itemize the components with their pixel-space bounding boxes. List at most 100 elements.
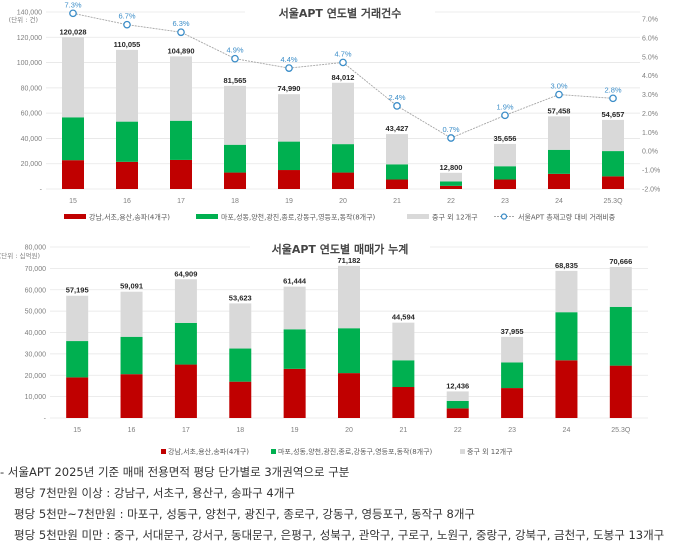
ratio-data-label: 3.0% <box>550 82 567 91</box>
total-data-label: 12,436 <box>446 381 469 390</box>
legend-label-tier1: 강남,서초,용산,송파(4개구) <box>168 447 249 456</box>
total-data-label: 37,955 <box>501 327 524 336</box>
x-tick-label: 16 <box>123 198 131 205</box>
legend-swatch-tier1 <box>64 214 86 219</box>
ratio-marker <box>69 9 77 18</box>
y-tick-label: 10,000 <box>25 394 47 401</box>
bar-segment-tier2 <box>501 362 524 389</box>
bars: 57,195 59,091 64,909 53,623 61,444 71,182 44,5… <box>66 256 632 418</box>
note-heading: - 서울APT 2025년 기준 매매 전용면적 평당 단가별로 3개권역으로 … <box>0 465 350 479</box>
bar-segment-tier1 <box>446 408 469 418</box>
bar-segment-tier2 <box>602 151 624 177</box>
bar-segment-tier2 <box>555 312 578 361</box>
ratio-data-label: 2.4% <box>388 93 405 102</box>
sales-value-chart: - 10,000 20,000 30,000 40,000 50,000 60,000 70,… <box>0 240 648 456</box>
total-data-label: 43,427 <box>386 124 409 133</box>
y2-tick-label: 7.0% <box>642 17 658 24</box>
bar-segment-tier1 <box>224 172 246 189</box>
unit-label: (단위 : 십억원) <box>0 251 40 260</box>
bar-segment-tier2 <box>170 120 192 160</box>
bar-segment-tier3 <box>392 322 415 361</box>
bar-segment-tier1 <box>555 360 578 418</box>
legend-swatch-tier3 <box>407 214 429 219</box>
y2-tick-label: 4.0% <box>642 73 658 80</box>
y-tick-label: 70,000 <box>25 266 47 273</box>
bar-segment-tier1 <box>170 159 192 189</box>
transactions-chart: - 20,000 40,000 60,000 80,000 100,000 120,000 1… <box>9 0 661 222</box>
total-data-label: 53,623 <box>229 293 252 302</box>
bar-segment-tier3 <box>338 265 360 329</box>
bar-segment-tier3 <box>62 37 84 118</box>
ratio-marker <box>285 64 293 72</box>
bar-segment-tier2 <box>229 348 252 382</box>
total-data-label: 35,656 <box>494 134 517 143</box>
total-data-label: 104,890 <box>167 46 194 55</box>
bar-segment-tier3 <box>283 286 306 330</box>
total-data-label: 64,909 <box>174 269 197 278</box>
legend-label-ratio: 서울APT 총재고량 대비 거래비중 <box>518 213 616 222</box>
bar-segment-tier3 <box>609 266 632 307</box>
bar-segment-tier2 <box>283 329 306 369</box>
x-tick-label: 18 <box>236 427 244 434</box>
x-tick-label: 23 <box>501 198 509 205</box>
y-tick-label: 20,000 <box>21 161 43 168</box>
y-tick-label: 100,000 <box>17 60 42 67</box>
notes-section: - 서울APT 2025년 기준 매매 전용면적 평당 단가별로 3개권역으로 … <box>0 462 680 546</box>
ratio-line-path <box>72 12 614 139</box>
total-data-label: 61,444 <box>283 277 307 286</box>
x-tick-label: 15 <box>73 427 81 434</box>
bar-segment-tier1 <box>332 172 354 189</box>
bar-segment-tier2 <box>66 341 89 378</box>
bar-segment-tier1 <box>338 373 360 418</box>
y-tick-label: 60,000 <box>21 111 43 118</box>
y-axis-left: - 10,000 20,000 30,000 40,000 50,000 60,000 70,… <box>25 245 47 423</box>
y2-tick-label: 1.0% <box>642 130 658 137</box>
x-tick-label: 24 <box>555 198 563 205</box>
bar-segment-tier1 <box>66 377 89 418</box>
y-tick-label: 140,000 <box>17 10 42 17</box>
ratio-marker <box>123 20 131 29</box>
x-tick-label: 15 <box>69 198 77 205</box>
x-tick-label: 22 <box>454 427 462 434</box>
bar-segment-tier3 <box>332 82 354 145</box>
total-data-label: 68,835 <box>555 261 578 270</box>
y2-tick-label: -1.0% <box>642 168 660 175</box>
x-tick-label: 24 <box>563 427 571 434</box>
ratio-data-label: 7.3% <box>64 0 81 9</box>
y-tick-label: 80,000 <box>25 245 47 252</box>
x-tick-label: 20 <box>339 198 347 205</box>
bar-segment-tier3 <box>501 336 524 363</box>
total-data-label: 81,565 <box>224 76 247 85</box>
total-data-label: 74,990 <box>278 84 301 93</box>
y-tick-label: 50,000 <box>25 309 47 316</box>
x-tick-label: 23 <box>508 427 516 434</box>
bar-segment-tier1 <box>120 374 143 418</box>
total-data-label: 84,012 <box>332 73 355 82</box>
x-tick-label: 17 <box>177 198 185 205</box>
chart-title: 서울APT 연도별 매매가 누계 <box>272 242 409 256</box>
bar-segment-tier2 <box>120 336 143 375</box>
legend-swatch-tier3 <box>460 449 465 454</box>
bar-segment-tier1 <box>116 161 138 189</box>
total-data-label: 57,458 <box>548 106 571 115</box>
bar-segment-tier1 <box>501 388 524 418</box>
x-tick-label: 21 <box>399 427 407 434</box>
x-tick-label: 17 <box>182 427 190 434</box>
x-axis: 15 16 17 18 19 20 21 22 23 24 25.3Q <box>69 198 623 205</box>
bar-segment-tier1 <box>62 160 84 189</box>
legend-swatch-tier2 <box>271 449 276 454</box>
y2-tick-label: 0.0% <box>642 149 658 156</box>
total-data-label: 70,666 <box>609 257 632 266</box>
bar-segment-tier3 <box>386 134 408 165</box>
x-tick-label: 16 <box>128 427 136 434</box>
bar-segment-tier1 <box>494 179 516 189</box>
y-axis-left: - 20,000 40,000 60,000 80,000 100,000 120,000 1… <box>17 10 43 194</box>
bar-segment-tier1 <box>602 176 624 189</box>
y2-tick-label: 2.0% <box>642 111 658 118</box>
title-background <box>245 4 435 22</box>
ratio-data-label: 4.9% <box>226 46 243 55</box>
y-tick-label: - <box>44 416 47 423</box>
y-tick-label: 60,000 <box>25 287 47 294</box>
x-tick-label: 20 <box>345 427 353 434</box>
bar-segment-tier3 <box>440 172 462 182</box>
